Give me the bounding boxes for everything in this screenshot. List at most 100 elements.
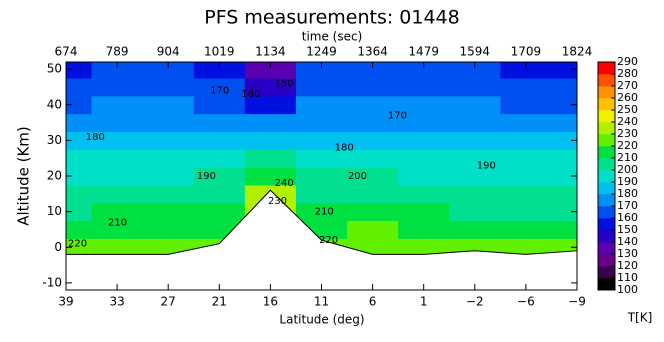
temperature-cell: [142, 202, 195, 222]
temperature-cell: [347, 184, 399, 204]
x-tick-label: −9: [568, 295, 586, 309]
top-tick-label: 674: [55, 45, 78, 59]
top-tick-label: 904: [157, 45, 180, 59]
x-tick-label: 33: [109, 295, 124, 309]
temperature-cell: [66, 184, 93, 204]
temperature-cell: [66, 78, 93, 97]
temperature-cell: [66, 238, 93, 257]
colorbar-swatch: [598, 266, 615, 279]
contour-label: 180: [86, 132, 105, 143]
temperature-cell: [551, 149, 578, 168]
temperature-cell: [91, 184, 144, 204]
temperature-cell: [244, 167, 297, 186]
x-tick-label: 27: [161, 295, 176, 309]
temperature-cell: [66, 95, 93, 115]
temperature-cell: [244, 62, 297, 79]
colorbar-swatch: [598, 242, 615, 255]
colorbar-swatch: [598, 206, 615, 219]
contour-label: 240: [275, 178, 294, 189]
temperature-cell: [398, 149, 450, 168]
temperature-cell: [295, 113, 348, 132]
temperature-cell: [193, 78, 246, 97]
contour-label: 210: [315, 207, 334, 218]
temperature-cell: [551, 95, 578, 115]
temperature-cell: [295, 202, 348, 222]
colorbar-tick-label: 110: [617, 271, 638, 284]
temperature-cell: [142, 62, 195, 79]
temperature-cell: [449, 202, 501, 222]
top-tick-label: 1364: [357, 45, 388, 59]
colorbar-swatch: [598, 98, 615, 111]
colorbar-tick-label: 240: [617, 115, 638, 128]
colorbar-tick-label: 220: [617, 139, 638, 152]
x-tick-label: 39: [58, 295, 73, 309]
top-tick-label: 1134: [255, 45, 286, 59]
temperature-cell: [551, 220, 578, 239]
temperature-cell: [500, 149, 552, 168]
temperature-cell: [347, 113, 399, 132]
temperature-cell: [500, 78, 552, 97]
colorbar-swatch: [598, 278, 615, 291]
y-tick-label: -10: [42, 275, 62, 289]
temperature-cell: [142, 78, 195, 97]
temperature-cell: [449, 78, 501, 97]
colorbar-tick-label: 170: [617, 199, 638, 212]
colorbar-swatch: [598, 182, 615, 195]
temperature-cell: [295, 167, 348, 186]
temperature-cell: [66, 220, 93, 239]
colorbar-swatch: [598, 218, 615, 231]
y-tick-label: 30: [47, 133, 62, 147]
temperature-cell: [142, 220, 195, 239]
temperature-cell: [295, 62, 348, 79]
temperature-cell: [500, 167, 552, 186]
temperature-cell: [295, 78, 348, 97]
contour-label: 150: [275, 78, 294, 89]
temperature-cell: [193, 184, 246, 204]
temperature-cell: [91, 78, 144, 97]
colorbar-swatch: [598, 62, 615, 75]
colorbar-tick-label: 250: [617, 103, 638, 116]
surface-line: [66, 189, 578, 255]
x-tick-label: −6: [517, 295, 535, 309]
colorbar-frame: [597, 61, 616, 291]
temperature-cell: [398, 202, 450, 222]
contour-label: 220: [319, 235, 338, 246]
temperature-cell: [398, 167, 450, 186]
temperature-cell: [398, 220, 450, 239]
colorbar-tick-label: 120: [617, 259, 638, 272]
temperature-cell: [91, 131, 144, 150]
colorbar-tick-label: 130: [617, 247, 638, 260]
temperature-cell: [66, 167, 93, 186]
temperature-cell: [551, 78, 578, 97]
colorbar-swatch: [598, 110, 615, 123]
top-tick-label: 789: [106, 45, 129, 59]
colorbar-tick-label: 150: [617, 223, 638, 236]
colorbar-swatch: [598, 86, 615, 99]
y-tick-label: 20: [47, 169, 62, 183]
temperature-cell: [295, 149, 348, 168]
x-tick-label: 21: [212, 295, 227, 309]
contour-label: 170: [210, 86, 229, 97]
temperature-cell: [551, 167, 578, 186]
x-tick-label: 11: [314, 295, 329, 309]
temperature-cell: [347, 78, 399, 97]
colorbar-tick-label: 190: [617, 175, 638, 188]
temperature-cell: [91, 167, 144, 186]
colorbar-swatch: [598, 74, 615, 87]
temperature-cell: [142, 184, 195, 204]
temperature-cell: [193, 149, 246, 168]
temperature-cell: [347, 95, 399, 115]
temperature-cell: [551, 131, 578, 150]
temperature-cell: [398, 78, 450, 97]
x-tick-label: −2: [466, 295, 484, 309]
temperature-cell: [142, 149, 195, 168]
top-tick-label: 1479: [408, 45, 439, 59]
temperature-cell: [91, 202, 144, 222]
temperature-cell: [244, 78, 297, 97]
temperature-cell: [142, 113, 195, 132]
temperature-cell: [244, 113, 297, 132]
temperature-cell: [295, 95, 348, 115]
y-tick-label: 40: [47, 97, 62, 111]
temperature-cell: [398, 238, 450, 257]
temperature-cell: [193, 95, 246, 115]
